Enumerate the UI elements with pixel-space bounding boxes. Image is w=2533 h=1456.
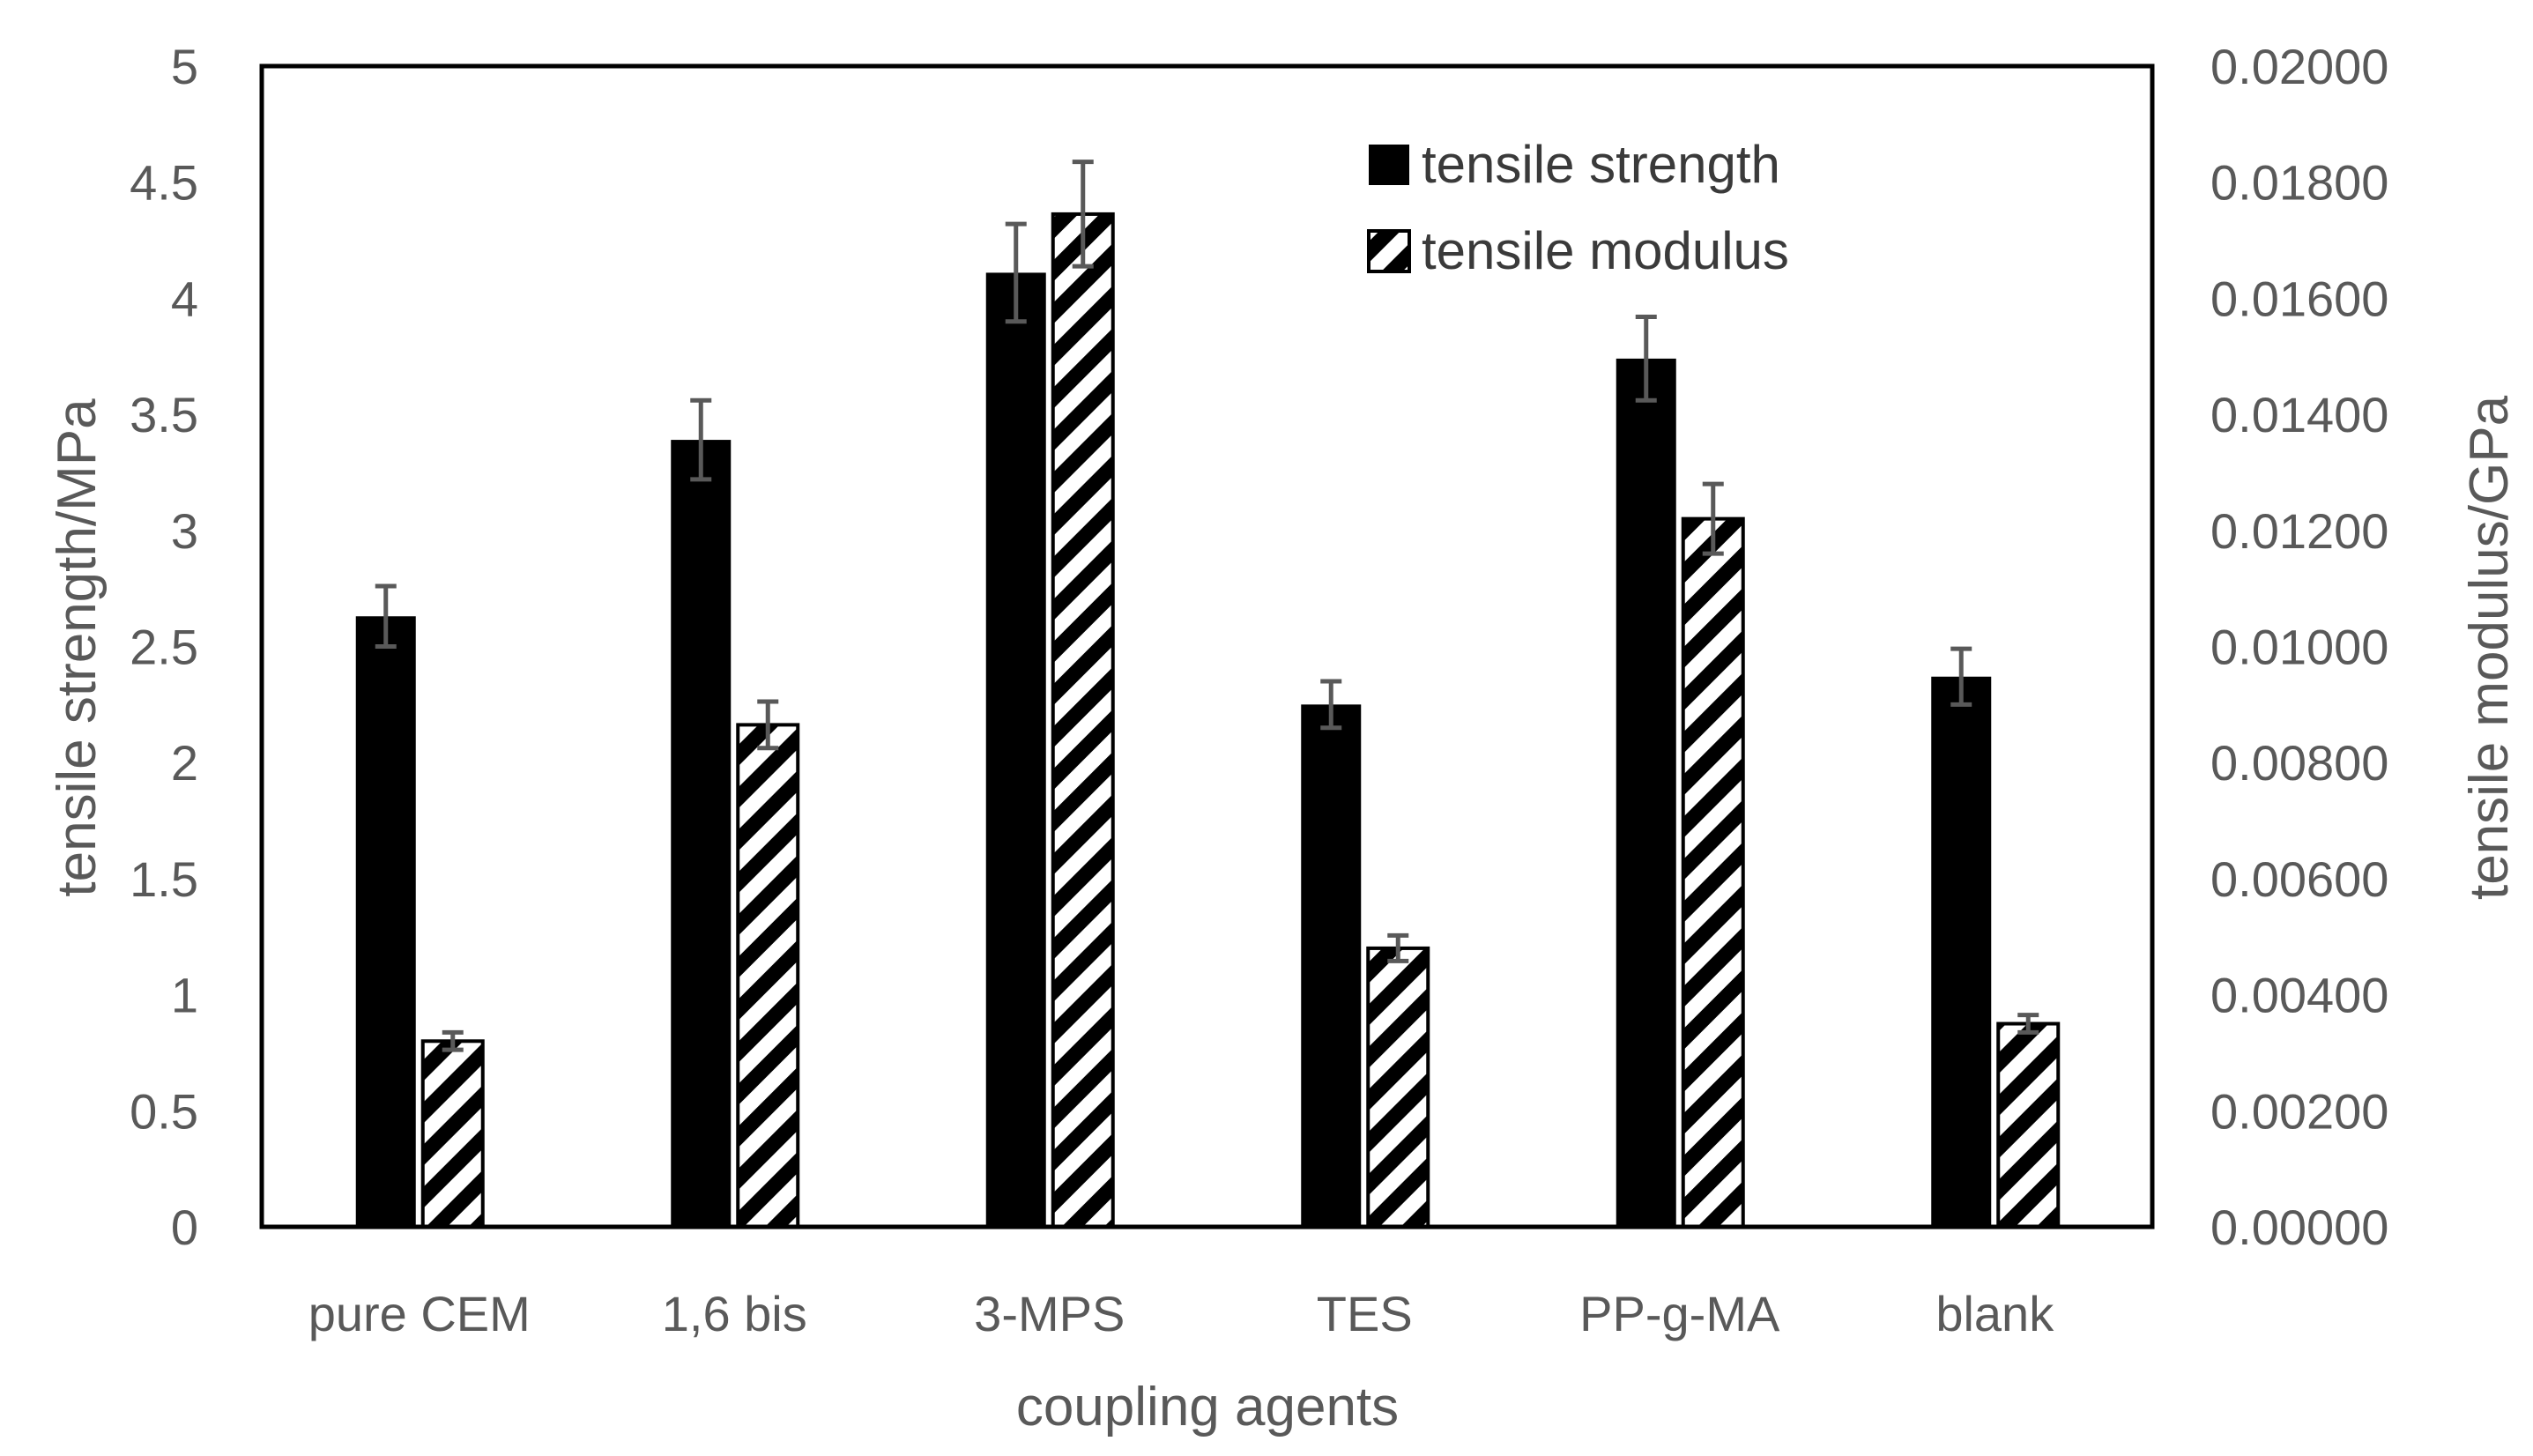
bar-tensile-strength	[355, 616, 416, 1227]
bar-tensile-modulus	[420, 1039, 485, 1229]
error-bar-tensile-modulus	[1387, 932, 1409, 963]
x-tick-label: blank	[1935, 1286, 2054, 1341]
y2-tick-label: 0.01600	[2210, 271, 2388, 326]
x-axis-ticks: pure CEM 1,6 bis 3-MPS TES PP-g-MA blank	[308, 1286, 2054, 1341]
y2-tick-label: 0.00400	[2210, 968, 2388, 1023]
bar-tensile-modulus	[1996, 1021, 2061, 1229]
legend: tensile strength tensile modulus	[1367, 135, 1789, 280]
y-tick-label: 4	[171, 271, 198, 326]
error-bar-tensile-strength	[1635, 314, 1657, 403]
bar-tensile-strength	[1931, 676, 1992, 1227]
legend-label-tensile-modulus: tensile modulus	[1422, 221, 1789, 280]
error-bar-tensile-strength	[1950, 646, 1972, 707]
legend-label-tensile-strength: tensile strength	[1422, 135, 1780, 194]
x-tick-label: TES	[1317, 1286, 1413, 1341]
y2-tick-label: 0.01000	[2210, 620, 2388, 675]
y2-tick-label: 0.01400	[2210, 387, 2388, 442]
bar-tensile-strength	[985, 272, 1046, 1227]
error-bar-tensile-modulus	[1072, 160, 1094, 269]
legend-swatch-tensile-modulus	[1367, 229, 1411, 273]
bar-tensile-strength	[1301, 704, 1362, 1227]
error-bars	[375, 160, 2039, 1052]
bar-tensile-modulus	[1051, 212, 1115, 1229]
bars	[355, 212, 2061, 1229]
error-bar-tensile-modulus	[757, 699, 779, 751]
error-bar-tensile-strength	[1320, 679, 1342, 731]
y-tick-label: 3	[171, 503, 198, 559]
error-bar-tensile-strength	[375, 583, 397, 649]
bar-tensile-modulus	[736, 723, 800, 1229]
error-bar-tensile-modulus	[2017, 1013, 2039, 1035]
error-bar-tensile-modulus	[442, 1029, 464, 1052]
y2-tick-label: 0.00800	[2210, 735, 2388, 791]
error-bar-tensile-strength	[1005, 221, 1027, 324]
error-bar-tensile-strength	[690, 397, 712, 482]
y2-tick-label: 0.01200	[2210, 503, 2388, 559]
y-tick-label: 2	[171, 735, 198, 791]
y-tick-label: 0.5	[130, 1083, 198, 1139]
y-tick-label: 5	[171, 39, 198, 94]
legend-swatch-tensile-strength	[1369, 145, 1409, 185]
y2-tick-label: 0.01800	[2210, 155, 2388, 211]
y2-axis-title: tensile modulus/GPa	[2459, 395, 2520, 900]
x-axis-title: coupling agents	[1016, 1377, 1399, 1437]
y2-tick-label: 0.02000	[2210, 39, 2388, 94]
bar-tensile-strength	[671, 440, 732, 1228]
y2-tick-label: 0.00200	[2210, 1083, 2388, 1139]
y-tick-label: 3.5	[130, 387, 198, 442]
y2-tick-label: 0.00600	[2210, 851, 2388, 907]
bar-tensile-modulus	[1681, 516, 1745, 1229]
x-tick-label: pure CEM	[308, 1286, 531, 1341]
y-tick-label: 1	[171, 968, 198, 1023]
y-tick-label: 1.5	[130, 851, 198, 907]
plot-area-frame	[259, 63, 2155, 1229]
y-axis-title: tensile strength/MPa	[47, 398, 108, 897]
y-tick-label: 4.5	[130, 155, 198, 211]
x-tick-label: PP-g-MA	[1579, 1286, 1780, 1341]
x-tick-label: 1,6 bis	[662, 1286, 807, 1341]
y2-tick-label: 0.00000	[2210, 1200, 2388, 1255]
error-bar-tensile-modulus	[1702, 481, 1724, 556]
y-tick-label: 0	[171, 1200, 198, 1255]
x-tick-label: 3-MPS	[974, 1286, 1125, 1341]
y-axis-ticks: 0 0.5 1 1.5 2 2.5 3 3.5 4 4.5 5	[130, 39, 198, 1255]
y-tick-label: 2.5	[130, 620, 198, 675]
bar-tensile-modulus	[1366, 946, 1430, 1229]
bar-tensile-strength	[1616, 358, 1676, 1227]
y2-axis-ticks: 0.00000 0.00200 0.00400 0.00600 0.00800 0.010…	[2210, 39, 2388, 1255]
